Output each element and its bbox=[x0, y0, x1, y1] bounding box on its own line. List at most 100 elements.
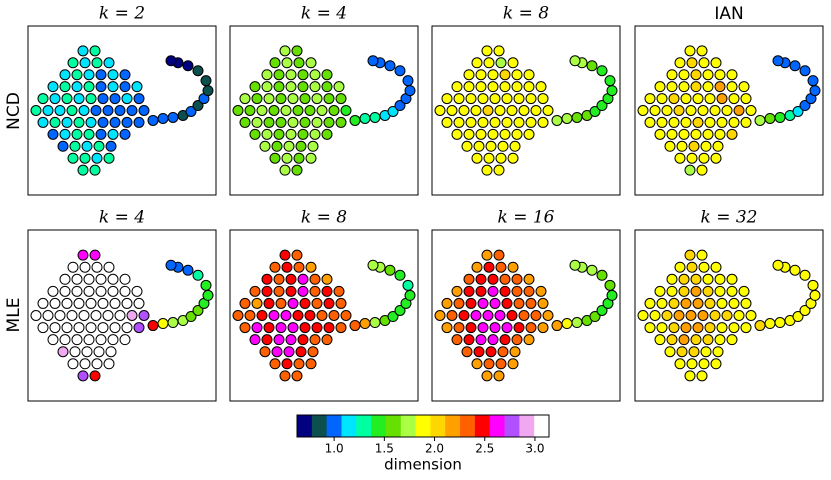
point bbox=[232, 105, 244, 116]
point bbox=[507, 57, 519, 69]
point bbox=[66, 310, 78, 321]
point bbox=[268, 310, 280, 321]
point bbox=[714, 285, 726, 297]
point bbox=[458, 310, 470, 321]
point bbox=[291, 370, 303, 382]
point bbox=[495, 152, 507, 164]
point bbox=[37, 297, 49, 309]
point bbox=[293, 152, 305, 164]
point bbox=[105, 140, 117, 152]
point bbox=[525, 297, 537, 309]
point bbox=[726, 285, 738, 297]
point bbox=[501, 116, 513, 128]
point bbox=[499, 69, 511, 81]
point bbox=[530, 310, 542, 321]
point bbox=[733, 310, 745, 321]
point bbox=[297, 334, 309, 346]
point bbox=[85, 297, 97, 309]
point bbox=[551, 320, 563, 332]
point bbox=[690, 81, 702, 93]
point bbox=[494, 105, 506, 116]
point bbox=[30, 105, 42, 116]
panel-title: k = 4 bbox=[99, 208, 145, 228]
point bbox=[789, 60, 801, 72]
point bbox=[513, 93, 525, 105]
point bbox=[323, 93, 335, 105]
point bbox=[295, 140, 307, 152]
colorbar-tick-label: 1.5 bbox=[375, 442, 394, 456]
point bbox=[37, 322, 49, 334]
point bbox=[668, 93, 680, 105]
point bbox=[686, 261, 698, 273]
point bbox=[95, 285, 107, 297]
point bbox=[511, 285, 523, 297]
point bbox=[256, 105, 268, 116]
point bbox=[109, 116, 121, 128]
point bbox=[321, 285, 333, 297]
point bbox=[30, 310, 42, 321]
point bbox=[686, 358, 698, 370]
point bbox=[73, 297, 85, 309]
point bbox=[71, 334, 83, 346]
point bbox=[285, 334, 297, 346]
point bbox=[69, 346, 81, 358]
point bbox=[263, 297, 275, 309]
point bbox=[333, 81, 345, 93]
point bbox=[485, 140, 497, 152]
point bbox=[542, 310, 554, 321]
colorbar-cell bbox=[519, 415, 535, 437]
point bbox=[499, 285, 511, 297]
point bbox=[716, 322, 728, 334]
point bbox=[292, 310, 304, 321]
point bbox=[738, 81, 750, 93]
point bbox=[489, 322, 501, 334]
point bbox=[47, 81, 59, 93]
point bbox=[697, 105, 709, 116]
point bbox=[441, 297, 453, 309]
point bbox=[47, 285, 59, 297]
point bbox=[335, 93, 347, 105]
point bbox=[323, 116, 335, 128]
point bbox=[249, 81, 261, 93]
point bbox=[523, 285, 535, 297]
point bbox=[644, 322, 656, 334]
point bbox=[321, 273, 333, 285]
point bbox=[471, 57, 483, 69]
point bbox=[273, 81, 285, 93]
point bbox=[606, 289, 618, 301]
point bbox=[79, 57, 91, 69]
point bbox=[49, 93, 61, 105]
point bbox=[107, 285, 119, 297]
point bbox=[728, 93, 740, 105]
point bbox=[287, 93, 299, 105]
point bbox=[525, 93, 537, 105]
point bbox=[451, 128, 463, 140]
point bbox=[309, 273, 321, 285]
point bbox=[323, 297, 335, 309]
point bbox=[269, 261, 281, 273]
point bbox=[107, 128, 119, 140]
point bbox=[387, 311, 399, 323]
point bbox=[710, 358, 722, 370]
point bbox=[394, 65, 406, 77]
point bbox=[764, 318, 776, 330]
point bbox=[654, 334, 666, 346]
point bbox=[649, 310, 661, 321]
point bbox=[537, 116, 549, 128]
point bbox=[754, 320, 766, 332]
point bbox=[402, 75, 414, 87]
point bbox=[453, 93, 465, 105]
point bbox=[59, 285, 71, 297]
point bbox=[451, 334, 463, 346]
panel-title: IAN bbox=[714, 4, 743, 24]
point bbox=[83, 69, 95, 81]
point bbox=[109, 322, 121, 334]
point bbox=[59, 69, 71, 81]
point bbox=[507, 261, 519, 273]
point bbox=[698, 152, 710, 164]
point bbox=[709, 310, 721, 321]
colorbar-cell bbox=[341, 415, 357, 437]
colorbar-cell bbox=[400, 415, 417, 437]
point bbox=[273, 273, 285, 285]
point bbox=[714, 128, 726, 140]
